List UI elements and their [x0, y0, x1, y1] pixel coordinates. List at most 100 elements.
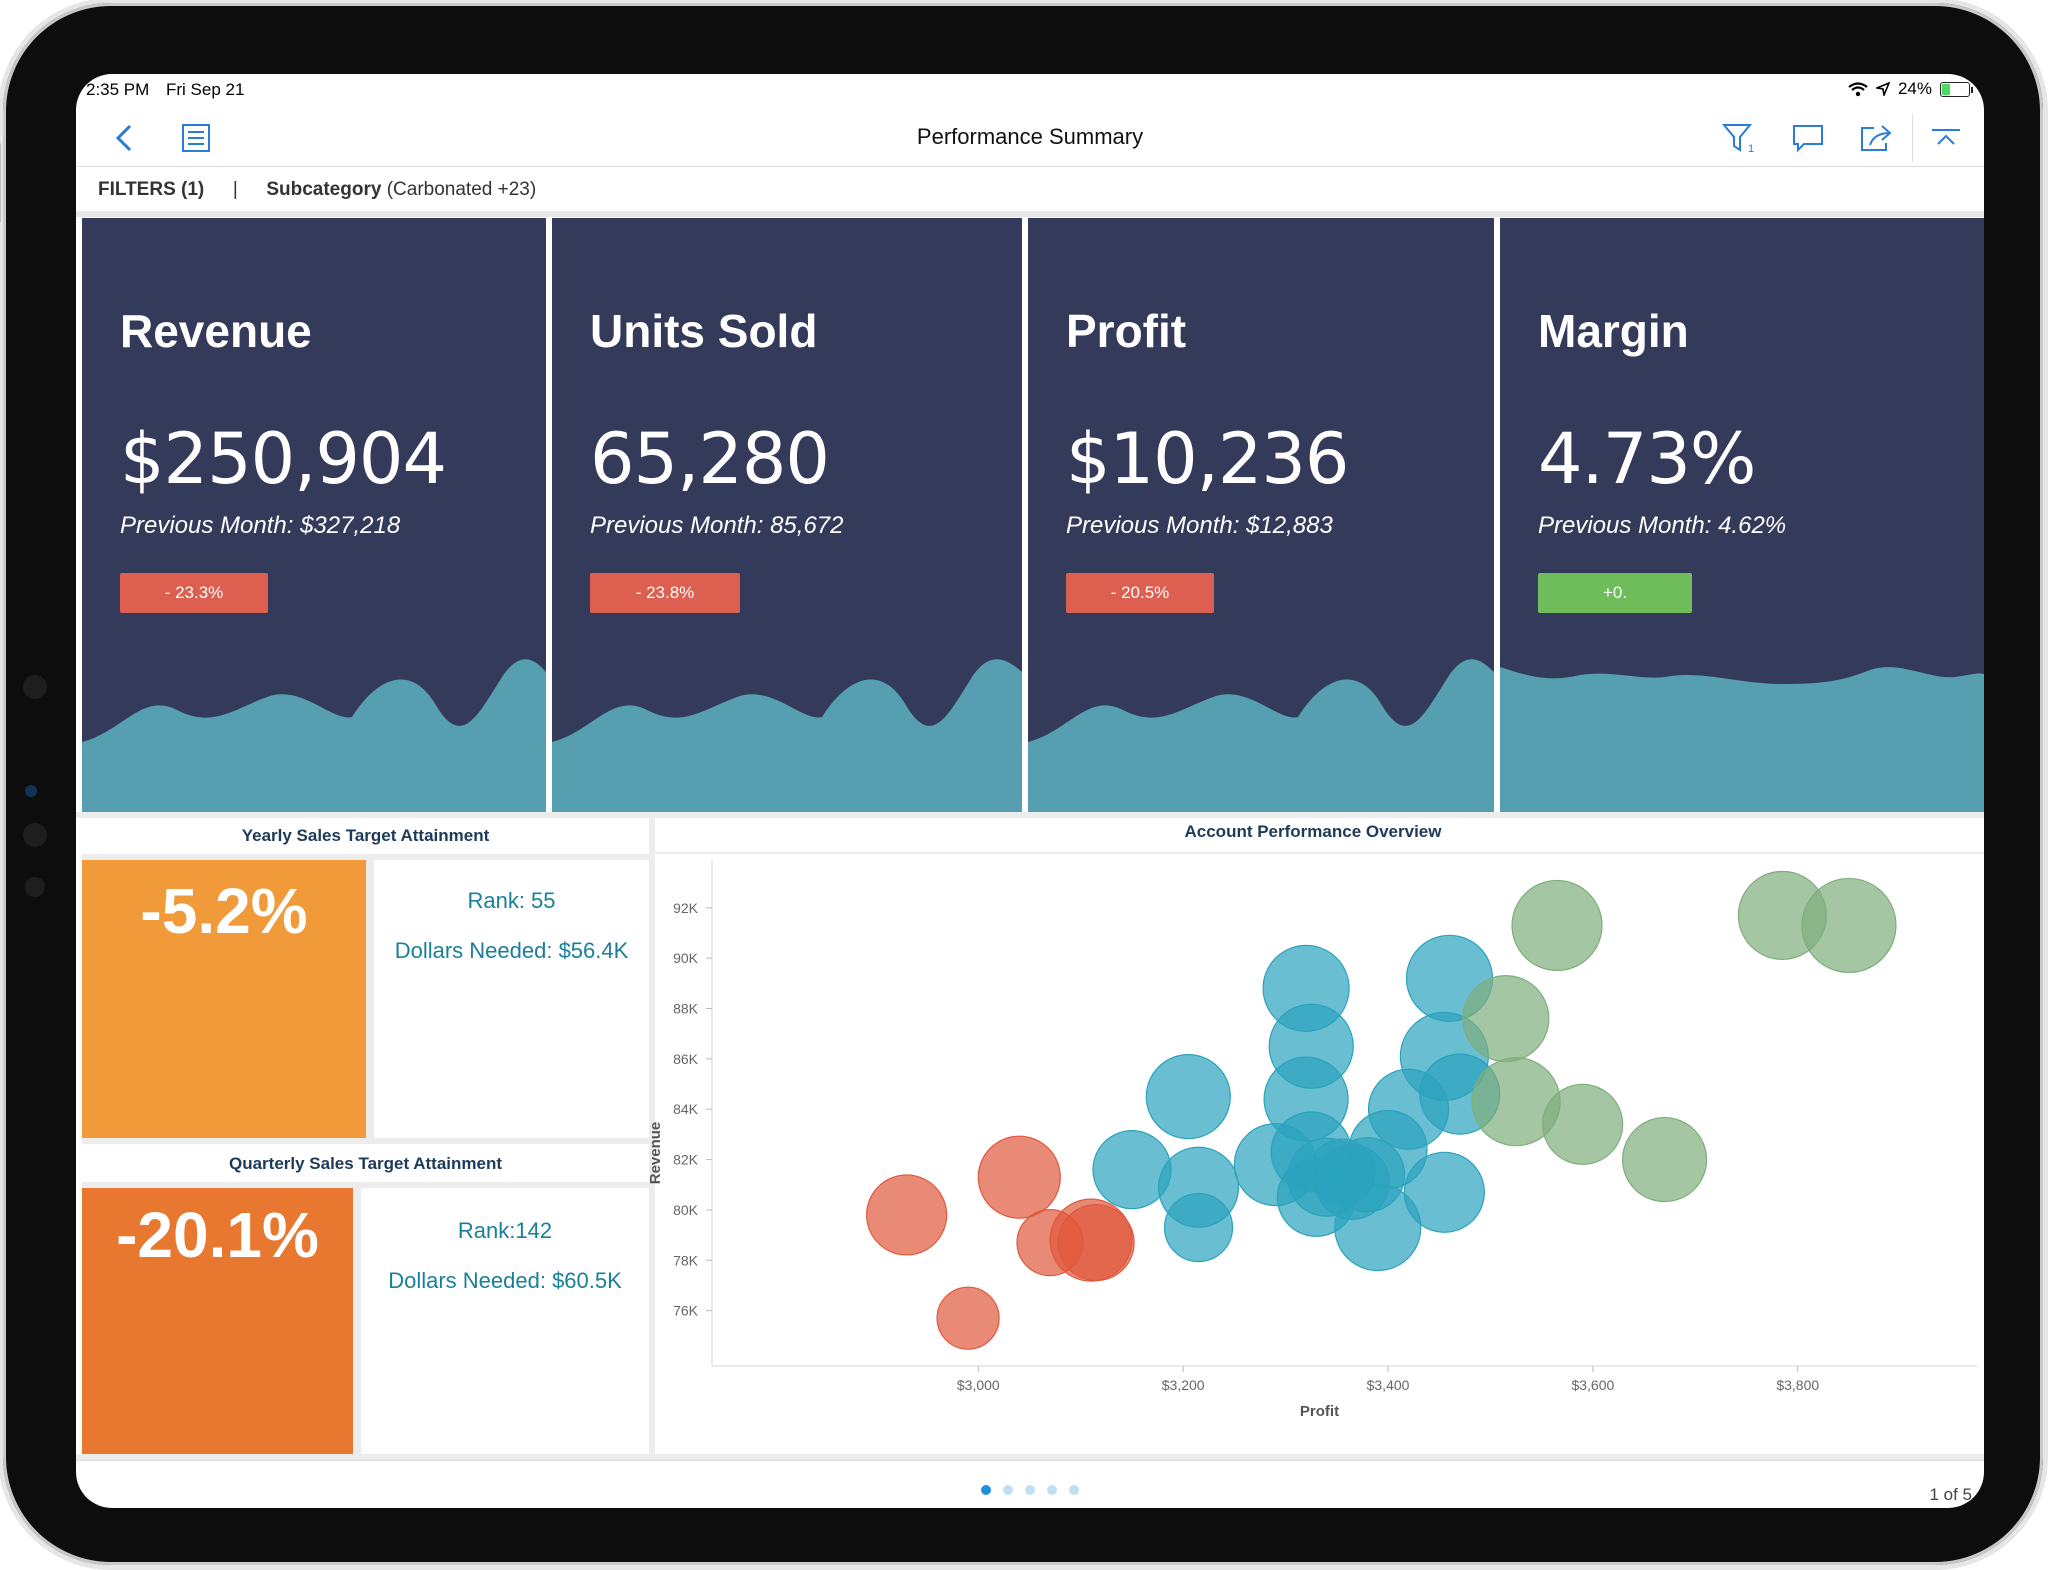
- scatter-point-blue: [1334, 1183, 1422, 1272]
- kpi-previous: Previous Month: 85,672: [590, 512, 844, 539]
- page-dot[interactable]: [1003, 1485, 1013, 1495]
- quarterly-target-title: Quarterly Sales Target Attainment: [228, 1154, 503, 1173]
- y-axis-label: Revenue: [647, 1122, 664, 1185]
- page-footer: 1 of 5: [76, 1460, 1984, 1508]
- kpi-units-sold[interactable]: Units Sold 65,280 Previous Month: 85,672…: [552, 218, 1022, 812]
- x-tick-label: $3,400: [1367, 1377, 1410, 1393]
- share-button[interactable]: [1856, 118, 1896, 158]
- panel-divider: [82, 1182, 649, 1188]
- page-dot[interactable]: [981, 1485, 991, 1495]
- y-tick-label: 86K: [673, 1051, 699, 1067]
- kpi-change-badge: +0.: [1538, 573, 1692, 613]
- yearly-target-value-box: -5.2%: [82, 860, 366, 1138]
- kpi-revenue[interactable]: Revenue $250,904 Previous Month: $327,21…: [82, 218, 546, 812]
- kpi-change-badge: - 20.5%: [1066, 573, 1214, 613]
- page-dot[interactable]: [1047, 1485, 1057, 1495]
- yearly-target-value: -5.2%: [140, 875, 308, 947]
- nav-bar: Performance Summary 1: [76, 108, 1984, 167]
- kpi-previous: Previous Month: 4.62%: [1538, 512, 1787, 539]
- chevron-left-icon: [115, 124, 132, 152]
- filters-label[interactable]: FILTERS (1): [98, 179, 205, 200]
- x-axis-label: Profit: [1300, 1403, 1339, 1420]
- y-tick-label: 76K: [673, 1303, 699, 1319]
- filter-field[interactable]: Subcategory: [266, 179, 382, 200]
- scatter-point-blue: [1403, 1151, 1485, 1233]
- status-time: 2:35 PM: [86, 80, 150, 99]
- collapse-button[interactable]: [1926, 118, 1966, 158]
- kpi-sparkline: [1028, 659, 1494, 812]
- filter-button[interactable]: 1: [1720, 118, 1760, 158]
- status-indicators: 24%: [1848, 79, 1973, 99]
- quarterly-target-value-box: -20.1%: [82, 1188, 353, 1454]
- kpi-margin[interactable]: Margin 4.73% Previous Month: 4.62% +0.: [1500, 218, 1984, 812]
- yearly-dollars-needed: Dollars Needed: $56.4K: [394, 938, 629, 963]
- x-tick-label: $3,200: [1162, 1377, 1205, 1393]
- scatter-point-red: [866, 1174, 948, 1256]
- x-tick-label: $3,800: [1776, 1377, 1819, 1393]
- y-tick-label: 88K: [673, 1001, 699, 1017]
- page-title: Performance Summary: [916, 124, 1144, 149]
- panel-divider: [655, 852, 1984, 854]
- kpi-value: $10,236: [1066, 418, 1349, 500]
- svg-text:1: 1: [1748, 143, 1754, 154]
- x-tick-label: $3,000: [957, 1377, 1000, 1393]
- side-sensor: [23, 823, 47, 847]
- kpi-title: Units Sold: [590, 305, 818, 357]
- yearly-rank: Rank: 55: [467, 888, 556, 913]
- y-tick-label: 92K: [673, 900, 699, 916]
- panel-divider: [76, 1454, 1984, 1460]
- panel-divider: [366, 860, 374, 1138]
- y-tick-label: 84K: [673, 1101, 699, 1117]
- scatter-point-red: [936, 1286, 1000, 1350]
- panel-divider: [76, 812, 1984, 818]
- comment-button[interactable]: [1788, 118, 1828, 158]
- kpi-title: Margin: [1538, 305, 1689, 357]
- panel-divider: [649, 818, 655, 1460]
- scatter-point-green: [1511, 879, 1603, 972]
- side-sensor: [25, 877, 45, 897]
- y-tick-label: 80K: [673, 1202, 699, 1218]
- filter-icon: 1: [1722, 124, 1754, 154]
- page-indicator: 1 of 5: [1929, 1485, 1972, 1504]
- page-dot[interactable]: [1069, 1485, 1079, 1495]
- yearly-target-info: Rank: 55 Dollars Needed: $56.4K: [374, 860, 649, 1138]
- side-sensor: [23, 675, 47, 699]
- scatter-point-red: [977, 1135, 1061, 1219]
- filter-value[interactable]: (Carbonated +23): [386, 179, 537, 200]
- panel-divider: [353, 1188, 361, 1454]
- comment-icon: [1793, 125, 1823, 153]
- panel-divider: [82, 1138, 649, 1144]
- quarterly-target-value: -20.1%: [116, 1199, 319, 1271]
- kpi-value: $250,904: [120, 418, 447, 500]
- kpi-previous: Previous Month: $327,218: [120, 512, 401, 539]
- scatter-point-blue: [1145, 1054, 1231, 1140]
- scatter-point-green: [1542, 1083, 1624, 1165]
- scatter-point-green: [1462, 974, 1550, 1063]
- scatter-point-red: [1057, 1204, 1135, 1282]
- y-tick-label: 90K: [673, 950, 699, 966]
- page-dot[interactable]: [1025, 1485, 1035, 1495]
- list-icon: [182, 124, 210, 152]
- kpi-value: 65,280: [590, 418, 830, 500]
- wifi-icon: [1848, 81, 1868, 96]
- back-button[interactable]: [104, 118, 144, 158]
- chart-title: Account Performance Overview: [1184, 822, 1442, 841]
- battery-icon: [1940, 81, 1973, 97]
- filters-separator: |: [232, 179, 238, 200]
- x-tick-label: $3,600: [1571, 1377, 1614, 1393]
- page-dots[interactable]: [981, 1485, 1079, 1495]
- location-icon: [1875, 82, 1890, 96]
- scatter-point-blue: [1308, 1138, 1376, 1206]
- quarterly-target-info: Rank:142 Dollars Needed: $60.5K: [361, 1188, 649, 1454]
- kpi-profit[interactable]: Profit $10,236 Previous Month: $12,883 -…: [1028, 218, 1494, 812]
- status-date: Fri Sep 21: [166, 80, 245, 99]
- kpi-sparkline: [82, 659, 546, 812]
- table-of-contents-button[interactable]: [176, 118, 216, 158]
- kpi-change-badge: - 23.8%: [590, 573, 740, 613]
- quarterly-dollars-needed: Dollars Needed: $60.5K: [388, 1268, 622, 1293]
- account-performance-chart[interactable]: 76K 78K 80K 82K 84K 86K 88K 90K 92K $3,000 $3,200 $…: [642, 854, 1984, 1454]
- kpi-previous: Previous Month: $12,883: [1066, 512, 1333, 539]
- status-bar: 2:35 PM Fri Sep 21 24%: [76, 74, 1984, 108]
- filter-bar[interactable]: FILTERS (1) | Subcategory (Carbonated +2…: [76, 167, 1984, 217]
- app-screen: 2:35 PM Fri Sep 21 24%: [76, 74, 1984, 1508]
